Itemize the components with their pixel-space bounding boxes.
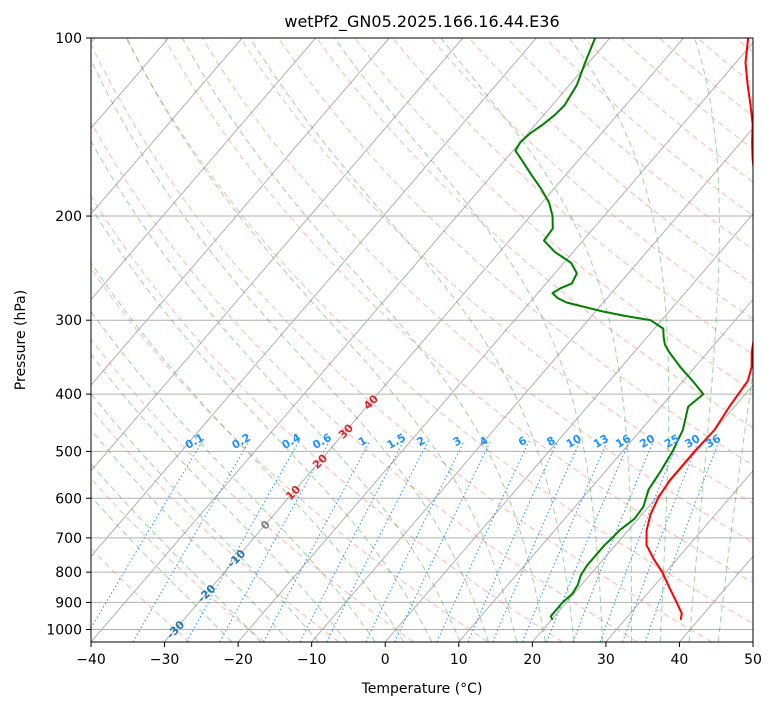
mixing-ratio-line: [644, 440, 720, 642]
moist-adiabat: [91, 429, 291, 642]
dry-adiabat: [506, 38, 753, 251]
dry-adiabat: [544, 38, 753, 217]
isotherm-line: [605, 469, 753, 642]
plot-area: [91, 38, 753, 642]
isotherm-line: [531, 384, 753, 642]
moist-adiabat: [717, 369, 753, 642]
moist-adiabat: [91, 392, 319, 642]
isotherm-line: [91, 38, 537, 558]
moist-adiabat: [91, 463, 262, 642]
dry-adiabat: [392, 38, 753, 356]
y-tick-label: 500: [55, 444, 82, 460]
x-tick-label: 0: [381, 652, 390, 668]
isotherm-line: [384, 213, 753, 642]
moist-adiabat: [91, 206, 433, 642]
mixing-ratio-line: [91, 440, 204, 630]
y-tick-label: 200: [55, 209, 82, 225]
temperature-profile: [645, 38, 753, 620]
dry-adiabat: [125, 38, 753, 624]
moist-adiabat: [91, 58, 489, 642]
dry-adiabat: [354, 38, 753, 392]
dry-adiabat: [91, 478, 265, 642]
isotherm-line: [311, 127, 753, 642]
y-tick-label: 600: [55, 491, 82, 507]
moist-adiabat: [181, 38, 546, 642]
x-tick-label: −10: [297, 652, 327, 668]
isotherm-line: [237, 41, 753, 642]
moist-adiabat: [569, 38, 670, 642]
isotherm-line: [91, 38, 243, 215]
x-tick-label: 10: [450, 652, 468, 668]
dry-adiabat: [278, 38, 753, 466]
moist-adiabat: [91, 310, 376, 642]
x-tick-label: −30: [150, 652, 180, 668]
mixing-ratio-line: [436, 440, 530, 642]
axes: −40 −30 −20 −10 0 10 20 30 40 50 1000 900 800 700 600 5…: [46, 31, 762, 668]
mixing-ratio-line: [186, 440, 300, 642]
moist-adiabat: [91, 353, 348, 642]
y-axis-title: Pressure (hPa): [13, 290, 29, 390]
mixing-ratio-line: [467, 440, 559, 642]
x-tick-label: −40: [76, 652, 106, 668]
chart-title: wetPf2_GN05.2025.166.16.44.E36: [284, 12, 559, 32]
isotherm-line: [458, 298, 753, 642]
x-tick-label: 40: [671, 652, 689, 668]
mixing-ratio-line: [492, 440, 581, 642]
y-tick-label: 900: [55, 595, 82, 611]
dry-adiabat: [201, 38, 753, 544]
isotherm-line: [91, 38, 390, 386]
y-tick-label: 100: [55, 31, 82, 47]
plot-frame: [90, 37, 754, 643]
dewpoint-profile: [514, 38, 705, 620]
dry-adiabat: [91, 195, 563, 642]
isotherm-line: [91, 38, 317, 301]
dry-adiabat: [316, 38, 753, 429]
y-tick-label: 400: [55, 387, 82, 403]
y-tick-label: 300: [55, 313, 82, 329]
dry-adiabat: [91, 121, 638, 642]
y-tick-label: 700: [55, 531, 82, 547]
x-axis-title: Temperature (°C): [361, 681, 483, 697]
x-tick-label: 20: [523, 652, 541, 668]
y-tick-label: 800: [55, 565, 82, 581]
dry-adiabat: [163, 38, 753, 584]
mixing-ratio-line: [132, 440, 250, 642]
moist-adiabat: [249, 38, 575, 642]
mixing-ratio-line: [219, 440, 331, 642]
x-tick-label: −20: [223, 652, 253, 668]
isotherm-line: [91, 38, 464, 472]
moist-adiabat: [688, 38, 720, 642]
moist-adiabat: [91, 140, 461, 642]
moist-adiabat: [126, 38, 518, 642]
mixing-ratio-line: [326, 440, 429, 642]
moist-adiabat: [440, 38, 632, 642]
mixing-ratio-line: [622, 440, 699, 642]
profile-layer: [514, 38, 753, 620]
dry-adiabat: [91, 338, 414, 642]
y-tick-label: 1000: [46, 622, 82, 638]
isotherm-line: [164, 38, 684, 642]
x-tick-label: 50: [744, 652, 762, 668]
dry-adiabat: [582, 38, 753, 183]
moist-adiabat: [334, 38, 604, 642]
x-tick-label: 30: [597, 652, 615, 668]
